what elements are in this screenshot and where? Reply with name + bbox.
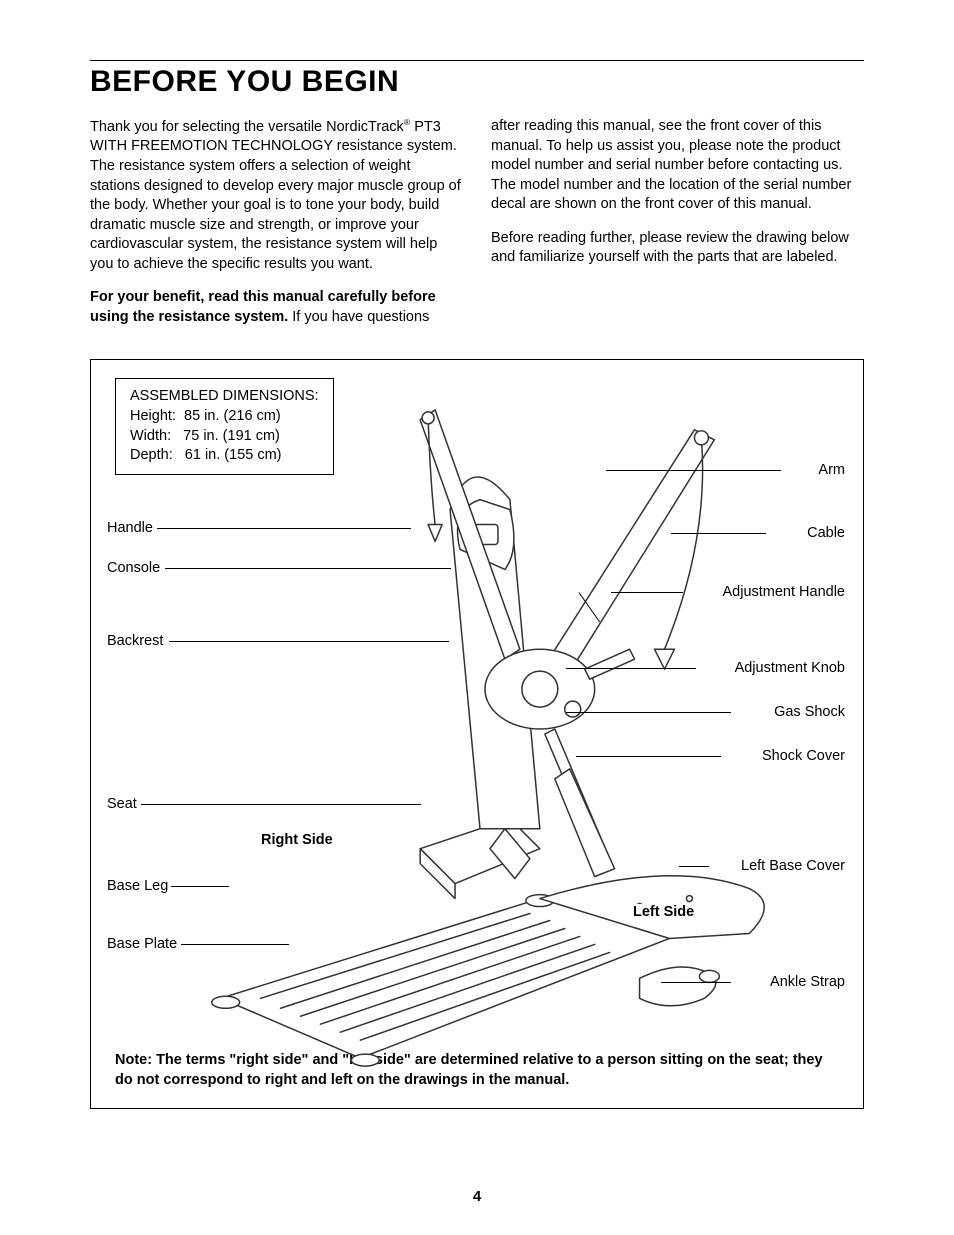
- before-reading-paragraph: Before reading further, please review th…: [491, 229, 864, 268]
- two-column-text: Thank you for selecting the versatile No…: [90, 117, 864, 341]
- intro-text-a: Thank you for selecting the versatile No…: [90, 119, 404, 135]
- label-left-side: Left Side: [631, 904, 696, 920]
- label-shock-cover: Shock Cover: [760, 748, 847, 764]
- after-reading-paragraph: after reading this manual, see the front…: [491, 117, 864, 215]
- label-base-plate: Base Plate: [105, 936, 179, 952]
- dims-width: Width: 75 in. (191 cm): [130, 427, 319, 447]
- leader-adj-knob: [566, 668, 696, 669]
- intro-text-b: PT3 WITH FREEMOTION TECHNOLOGY resistanc…: [90, 119, 461, 272]
- leader-shock-cover: [576, 756, 721, 757]
- label-handle: Handle: [105, 520, 155, 536]
- leader-seat: [141, 804, 421, 805]
- label-right-side: Right Side: [259, 832, 335, 848]
- dims-height: Height: 85 in. (216 cm): [130, 407, 319, 427]
- right-column: after reading this manual, see the front…: [491, 117, 864, 341]
- benefit-paragraph: For your benefit, read this manual caref…: [90, 288, 463, 327]
- label-base-leg: Base Leg: [105, 878, 170, 894]
- leader-adj-handle: [611, 592, 683, 593]
- leader-gas-shock: [566, 712, 731, 713]
- label-arm: Arm: [816, 462, 847, 478]
- label-console: Console: [105, 560, 162, 576]
- leader-backrest: [169, 641, 449, 642]
- label-adj-knob: Adjustment Knob: [733, 660, 847, 676]
- manual-page: BEFORE YOU BEGIN Thank you for selecting…: [0, 0, 954, 1235]
- leader-left-base-cover: [679, 866, 709, 867]
- assembled-dimensions-box: ASSEMBLED DIMENSIONS: Height: 85 in. (21…: [115, 378, 334, 474]
- label-ankle-strap: Ankle Strap: [768, 974, 847, 990]
- page-title: BEFORE YOU BEGIN: [90, 65, 864, 99]
- leader-arm: [606, 470, 781, 471]
- page-number: 4: [0, 1188, 954, 1205]
- leader-base-leg: [171, 886, 229, 887]
- dims-depth: Depth: 61 in. (155 cm): [130, 446, 319, 466]
- leader-console: [165, 568, 451, 569]
- benefit-rest: If you have questions: [288, 309, 429, 325]
- label-adj-handle: Adjustment Handle: [720, 584, 847, 600]
- label-seat: Seat: [105, 796, 139, 812]
- label-left-base-cover: Left Base Cover: [739, 858, 847, 874]
- label-gas-shock: Gas Shock: [772, 704, 847, 720]
- leader-handle: [157, 528, 411, 529]
- leader-cable: [671, 533, 766, 534]
- top-rule: [90, 60, 864, 61]
- leader-base-plate: [181, 944, 289, 945]
- diagram-container: ASSEMBLED DIMENSIONS: Height: 85 in. (21…: [90, 359, 864, 1109]
- intro-paragraph: Thank you for selecting the versatile No…: [90, 117, 463, 274]
- leader-ankle-strap: [661, 982, 731, 983]
- dims-heading: ASSEMBLED DIMENSIONS:: [130, 387, 319, 407]
- label-cable: Cable: [805, 525, 847, 541]
- left-column: Thank you for selecting the versatile No…: [90, 117, 463, 341]
- label-backrest: Backrest: [105, 633, 165, 649]
